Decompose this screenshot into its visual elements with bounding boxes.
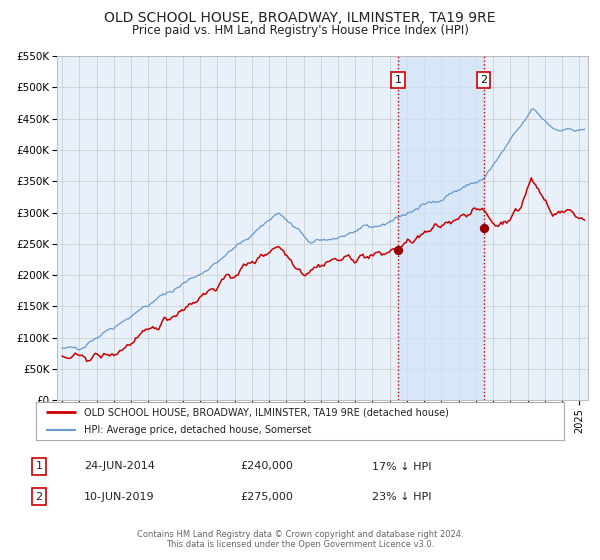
Point	[393, 246, 403, 255]
Text: OLD SCHOOL HOUSE, BROADWAY, ILMINSTER, TA19 9RE: OLD SCHOOL HOUSE, BROADWAY, ILMINSTER, T…	[104, 11, 496, 25]
Text: £275,000: £275,000	[240, 492, 293, 502]
Point	[479, 224, 488, 233]
Text: £240,000: £240,000	[240, 461, 293, 472]
Text: Price paid vs. HM Land Registry's House Price Index (HPI): Price paid vs. HM Land Registry's House …	[131, 24, 469, 36]
Text: 24-JUN-2014: 24-JUN-2014	[84, 461, 155, 472]
Text: OLD SCHOOL HOUSE, BROADWAY, ILMINSTER, TA19 9RE (detached house): OLD SCHOOL HOUSE, BROADWAY, ILMINSTER, T…	[83, 407, 448, 417]
Text: 1: 1	[395, 75, 401, 85]
Text: HPI: Average price, detached house, Somerset: HPI: Average price, detached house, Some…	[83, 425, 311, 435]
Text: This data is licensed under the Open Government Licence v3.0.: This data is licensed under the Open Gov…	[166, 540, 434, 549]
Text: 1: 1	[35, 461, 43, 472]
Text: 23% ↓ HPI: 23% ↓ HPI	[372, 492, 431, 502]
Bar	[398, 56, 484, 400]
Text: Contains HM Land Registry data © Crown copyright and database right 2024.: Contains HM Land Registry data © Crown c…	[137, 530, 463, 539]
Text: 10-JUN-2019: 10-JUN-2019	[84, 492, 155, 502]
Text: 2: 2	[35, 492, 43, 502]
Text: 2: 2	[480, 75, 487, 85]
Text: 17% ↓ HPI: 17% ↓ HPI	[372, 461, 431, 472]
